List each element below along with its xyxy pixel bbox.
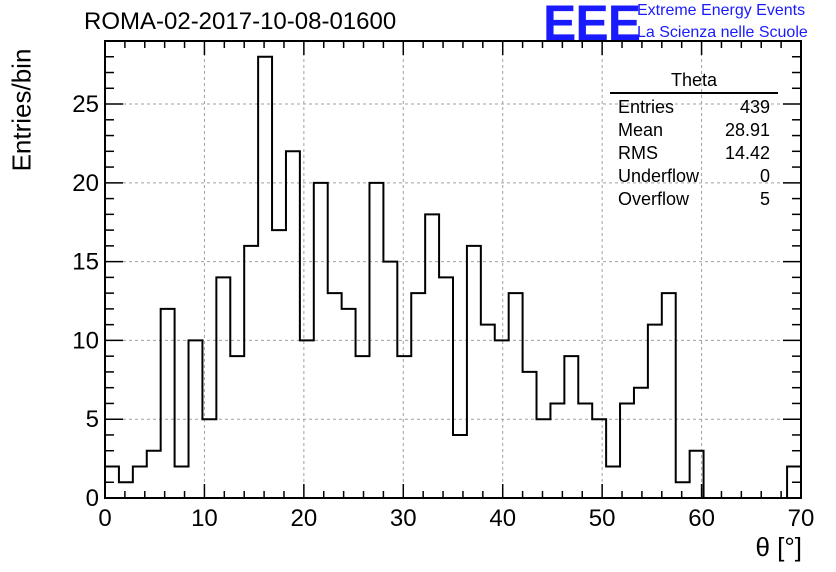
histogram-bin xyxy=(425,214,439,498)
stats-label: RMS xyxy=(618,143,658,163)
histogram-bin xyxy=(244,246,258,498)
histogram-bin xyxy=(356,356,370,498)
stats-box: Theta Entries 439 Mean 28.91 RMS 14.42 U… xyxy=(610,70,778,211)
x-tick-label: 70 xyxy=(788,505,815,532)
histogram-bin xyxy=(634,388,648,498)
x-tick-label: 20 xyxy=(291,505,318,532)
stats-value: 0 xyxy=(759,166,770,186)
y-tick-label: 5 xyxy=(86,406,99,433)
stats-value: 28.91 xyxy=(724,120,770,140)
stats-row-mean: Mean 28.91 xyxy=(610,119,778,142)
histogram-bin xyxy=(592,419,606,498)
histogram-bin xyxy=(411,293,425,498)
x-tick-label: 30 xyxy=(390,505,417,532)
histogram-bin xyxy=(453,435,467,498)
tagline-1: Extreme Energy Events xyxy=(637,2,806,19)
histogram-bin xyxy=(564,356,578,498)
stats-title: Theta xyxy=(610,70,778,94)
histogram-bin xyxy=(509,293,523,498)
y-tick-label: 20 xyxy=(72,170,99,197)
histogram-bin xyxy=(537,419,551,498)
stats-value: 439 xyxy=(739,97,770,117)
x-tick-label: 50 xyxy=(589,505,616,532)
stats-row-entries: Entries 439 xyxy=(610,96,778,119)
histogram-bin xyxy=(342,309,356,498)
histogram-bin xyxy=(328,293,342,498)
stats-row-rms: RMS 14.42 xyxy=(610,142,778,165)
histogram-bin xyxy=(662,293,676,498)
run-title: ROMA-02-2017-10-08-01600 xyxy=(84,8,397,35)
axis-ticks xyxy=(104,40,802,499)
histogram-bin xyxy=(216,277,230,498)
y-tick-label: 0 xyxy=(86,485,99,512)
histogram-bin xyxy=(467,246,481,498)
y-tick-label: 15 xyxy=(72,249,99,276)
stats-label: Overflow xyxy=(618,189,690,209)
histogram-bin xyxy=(383,262,397,498)
histogram-bin xyxy=(272,230,286,498)
stats-label: Entries xyxy=(618,97,675,117)
x-tick-label: 0 xyxy=(98,505,111,532)
plot-frame xyxy=(104,40,802,499)
histogram-bin xyxy=(676,482,690,498)
histogram-bin xyxy=(119,482,133,498)
x-axis-label: θ [°] xyxy=(755,532,802,562)
eee-logo: EEE xyxy=(543,0,641,51)
x-tick-label: 60 xyxy=(688,505,715,532)
histogram-bin xyxy=(230,356,244,498)
x-tick-label: 40 xyxy=(489,505,516,532)
histogram-outline xyxy=(105,55,801,499)
stats-label: Underflow xyxy=(618,166,700,186)
histogram-bin xyxy=(439,277,453,498)
histogram-bin xyxy=(258,57,272,498)
histogram-bin xyxy=(175,466,189,498)
histogram-bin xyxy=(578,403,592,498)
histogram-bin xyxy=(648,325,662,498)
stats-value: 5 xyxy=(759,189,770,209)
histogram-bin xyxy=(523,372,537,498)
histogram-bin xyxy=(147,451,161,498)
x-tick-label: 10 xyxy=(191,505,218,532)
histogram-bin xyxy=(286,151,300,498)
stats-row-overflow: Overflow 5 xyxy=(610,188,778,211)
stats-row-underflow: Underflow 0 xyxy=(610,165,778,188)
histogram-bin xyxy=(481,325,495,498)
tagline-2: La Scienza nelle Scuole xyxy=(637,24,808,41)
y-axis-label: Entries/bin xyxy=(6,48,37,172)
stats-value: 14.42 xyxy=(724,143,770,163)
y-tick-label: 25 xyxy=(72,91,99,118)
histogram-bin xyxy=(550,403,564,498)
histogram-bin xyxy=(397,356,411,498)
histogram-bin xyxy=(606,466,620,498)
histogram-bin xyxy=(161,309,175,498)
histogram-bin xyxy=(620,403,634,498)
histogram-bars xyxy=(105,55,801,499)
stats-label: Mean xyxy=(618,120,664,140)
y-tick-label: 10 xyxy=(72,327,99,354)
